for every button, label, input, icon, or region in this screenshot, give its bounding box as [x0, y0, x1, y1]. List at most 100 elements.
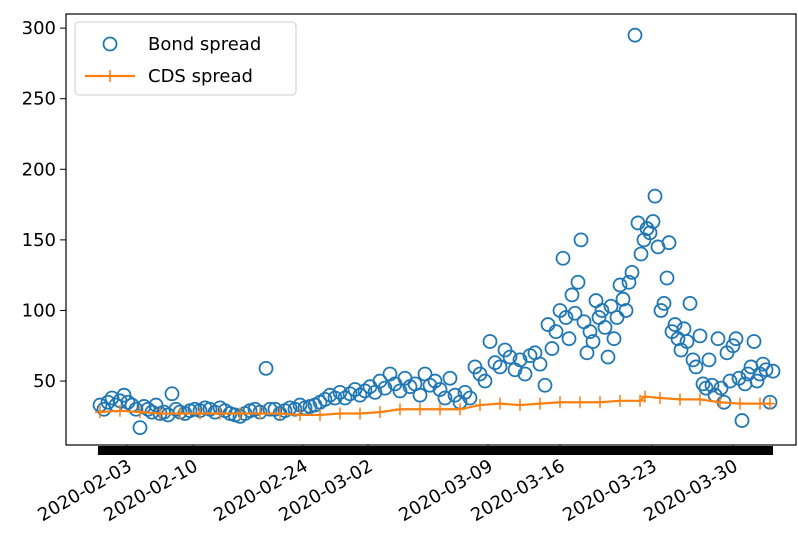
cds-point	[555, 396, 565, 409]
bond-point	[555, 250, 571, 266]
legend-label: CDS spread	[148, 66, 253, 87]
bond-point	[647, 188, 663, 204]
y-tick-label: 100	[22, 300, 56, 321]
bond-point	[579, 345, 595, 361]
bond-point	[262, 401, 278, 417]
bond-point	[609, 310, 625, 325]
bond-point	[633, 246, 649, 262]
bond-point	[600, 349, 616, 365]
legend-marker	[105, 70, 115, 82]
bond-point	[746, 334, 762, 349]
bond-point	[624, 264, 640, 280]
bond-point	[432, 382, 448, 397]
bond-point	[342, 386, 358, 402]
bond-point	[725, 338, 741, 354]
bond-point	[627, 27, 643, 43]
bond-point	[603, 298, 619, 314]
cds-point	[355, 407, 365, 420]
legend-label: Bond spread	[148, 34, 261, 55]
cds-point	[495, 397, 505, 410]
cds-point	[575, 396, 585, 409]
cds-point	[455, 403, 465, 416]
bond-point	[377, 380, 393, 396]
bond-point	[482, 334, 498, 349]
bond-point	[287, 401, 303, 417]
cds-point	[275, 407, 285, 420]
bond-point	[734, 413, 750, 428]
bond-point	[558, 310, 574, 325]
cds-point	[195, 407, 205, 420]
cds-point	[755, 397, 765, 410]
y-tick-label: 200	[22, 159, 56, 180]
bond-point	[128, 401, 144, 417]
cds-point	[715, 396, 725, 409]
y-tick-label: 150	[22, 230, 56, 251]
bond-point	[704, 377, 720, 393]
bond-point	[502, 349, 518, 365]
y-tick-label: 300	[22, 18, 56, 39]
cds-point	[155, 407, 165, 420]
bond-point	[487, 355, 503, 371]
legend-marker	[102, 36, 118, 52]
cds-point	[255, 407, 265, 420]
bond-point	[337, 390, 353, 406]
plot-area	[92, 27, 781, 436]
minor-tick-band	[98, 446, 773, 455]
bond-point	[570, 274, 586, 290]
bond-point	[512, 352, 528, 368]
cds-point	[695, 393, 705, 406]
bond-point	[645, 214, 661, 229]
cds-point	[375, 406, 385, 419]
cds-point	[765, 397, 775, 410]
bond-point	[661, 235, 677, 251]
cds-point	[515, 399, 525, 412]
bond-point	[462, 390, 478, 406]
bond-point	[116, 387, 132, 403]
bond-point	[427, 373, 443, 389]
bond-point	[713, 380, 729, 396]
bond-point	[618, 303, 634, 318]
bond-point	[710, 331, 726, 347]
cds-point	[215, 407, 225, 420]
bond-point	[517, 366, 533, 382]
cds-point	[475, 399, 485, 412]
cds-point	[295, 408, 305, 421]
bond-point	[582, 324, 598, 340]
cds-point	[115, 404, 125, 417]
bond-point	[477, 373, 493, 389]
cds-point	[415, 403, 425, 416]
y-tick-label: 50	[33, 371, 56, 392]
bond-point	[597, 320, 613, 335]
bond-point	[722, 373, 738, 389]
bond-point	[561, 331, 577, 347]
bond-point	[168, 401, 184, 417]
bond-point	[695, 376, 711, 392]
bond-point	[573, 232, 589, 248]
bond-point	[688, 359, 704, 375]
cds-point	[395, 403, 405, 416]
bond-point	[758, 362, 774, 378]
bond-point	[352, 387, 368, 403]
bond-point	[492, 359, 508, 375]
bond-point	[412, 387, 428, 403]
axes-frame	[65, 13, 797, 446]
bond-point	[207, 404, 223, 420]
bond-point	[567, 305, 583, 321]
bond-point	[267, 401, 283, 417]
bond-point	[682, 296, 698, 311]
bond-point	[685, 352, 701, 368]
bond-point	[701, 352, 717, 368]
bond-point	[132, 420, 148, 436]
bond-point	[357, 383, 373, 399]
cds-point	[615, 394, 625, 407]
bond-point	[728, 331, 744, 347]
bond-point	[679, 334, 695, 349]
bond-point	[537, 377, 553, 393]
y-tick-label: 250	[22, 89, 56, 110]
cds-point	[135, 406, 145, 419]
bond-point	[749, 373, 765, 389]
cds-point	[315, 408, 325, 421]
bond-point	[437, 390, 453, 406]
bond-point	[594, 303, 610, 318]
